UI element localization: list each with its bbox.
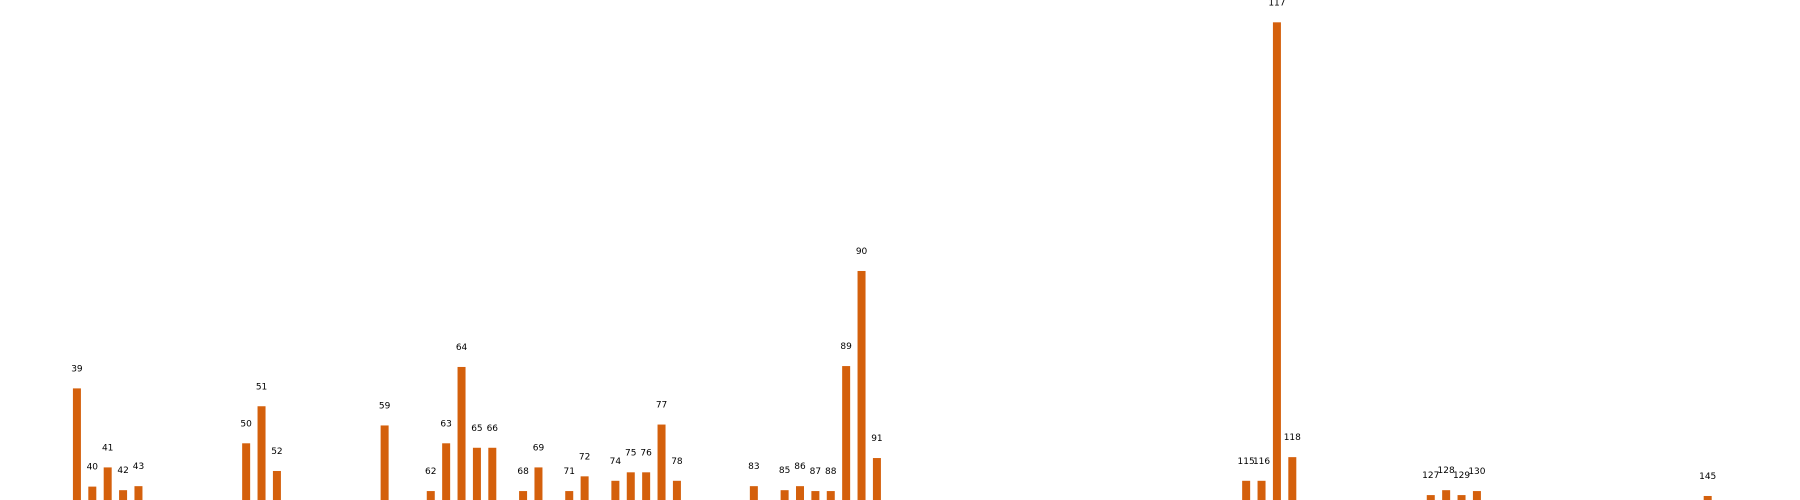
bar-76	[642, 472, 651, 500]
bar-130	[1472, 491, 1481, 500]
bar-label-76: 76	[640, 448, 652, 458]
bar-88	[826, 491, 835, 500]
bar-116	[1257, 480, 1266, 500]
bar-41	[103, 467, 112, 500]
bar-label-130: 130	[1468, 467, 1485, 477]
bar-label-40: 40	[87, 463, 99, 473]
bar-128	[1442, 490, 1451, 500]
bar-129	[1457, 495, 1466, 500]
bar-label-63: 63	[440, 419, 451, 429]
bar-label-89: 89	[840, 342, 852, 352]
bar-65	[472, 447, 481, 500]
bar-label-116: 116	[1253, 457, 1270, 467]
bar-label-42: 42	[117, 466, 128, 476]
bar-label-41: 41	[102, 443, 113, 453]
bar-label-66: 66	[487, 424, 499, 434]
bar-label-77: 77	[656, 401, 667, 411]
bar-label-62: 62	[425, 467, 436, 477]
bar-71	[565, 491, 574, 500]
bar-label-90: 90	[856, 247, 868, 257]
bar-label-72: 72	[579, 452, 590, 462]
bar-69	[534, 467, 543, 500]
bar-59	[380, 425, 389, 500]
bar-label-129: 129	[1453, 471, 1470, 481]
bar-64	[457, 366, 466, 500]
bar-label-69: 69	[533, 443, 545, 453]
bar-label-85: 85	[779, 466, 790, 476]
bar-label-71: 71	[564, 467, 575, 477]
bar-78	[672, 480, 681, 500]
bar-89	[842, 366, 851, 500]
bar-52	[272, 470, 281, 500]
bar-label-115: 115	[1238, 457, 1255, 467]
bar-label-86: 86	[794, 462, 806, 472]
bar-label-52: 52	[271, 447, 282, 457]
bar-label-39: 39	[71, 364, 83, 374]
bar-145	[1703, 495, 1712, 500]
bar-51	[257, 406, 266, 500]
bar-42	[119, 490, 128, 500]
bar-label-59: 59	[379, 401, 391, 411]
bar-127	[1426, 495, 1435, 500]
bar-40	[88, 486, 97, 500]
bar-62	[426, 491, 435, 500]
bar-74	[611, 480, 620, 500]
bar-72	[580, 476, 589, 500]
bar-label-43: 43	[133, 462, 144, 472]
bar-87	[811, 491, 820, 500]
bar-85	[780, 490, 789, 500]
bar-117	[1272, 22, 1281, 500]
bar-label-64: 64	[456, 343, 468, 353]
bar-label-65: 65	[471, 424, 482, 434]
bar-label-145: 145	[1699, 472, 1716, 482]
bar-115	[1242, 480, 1251, 500]
bar-label-117: 117	[1268, 0, 1285, 8]
bar-label-87: 87	[810, 467, 821, 477]
bar-label-127: 127	[1422, 471, 1439, 481]
bar-91	[872, 458, 881, 500]
bar-75	[626, 472, 635, 500]
bars-group	[72, 22, 1712, 500]
bar-label-74: 74	[610, 457, 622, 467]
bar-label-78: 78	[671, 457, 683, 467]
bar-90	[857, 270, 866, 500]
bar-68	[519, 491, 528, 500]
bar-39	[72, 388, 81, 500]
bar-label-83: 83	[748, 462, 759, 472]
bar-label-118: 118	[1284, 433, 1301, 443]
bar-83	[749, 486, 758, 500]
bar-label-75: 75	[625, 448, 636, 458]
bar-77	[657, 424, 666, 500]
bar-86	[796, 486, 804, 500]
bar-label-68: 68	[517, 467, 529, 477]
bar-118	[1288, 457, 1297, 500]
bar-43	[134, 486, 143, 500]
bar-label-51: 51	[256, 382, 267, 392]
bar-66	[488, 447, 497, 500]
bar-label-128: 128	[1438, 466, 1455, 476]
bar-label-50: 50	[240, 419, 252, 429]
bar-label-88: 88	[825, 467, 837, 477]
bar-50	[242, 443, 251, 500]
bar-label-91: 91	[871, 434, 882, 444]
bar-63	[442, 443, 451, 500]
